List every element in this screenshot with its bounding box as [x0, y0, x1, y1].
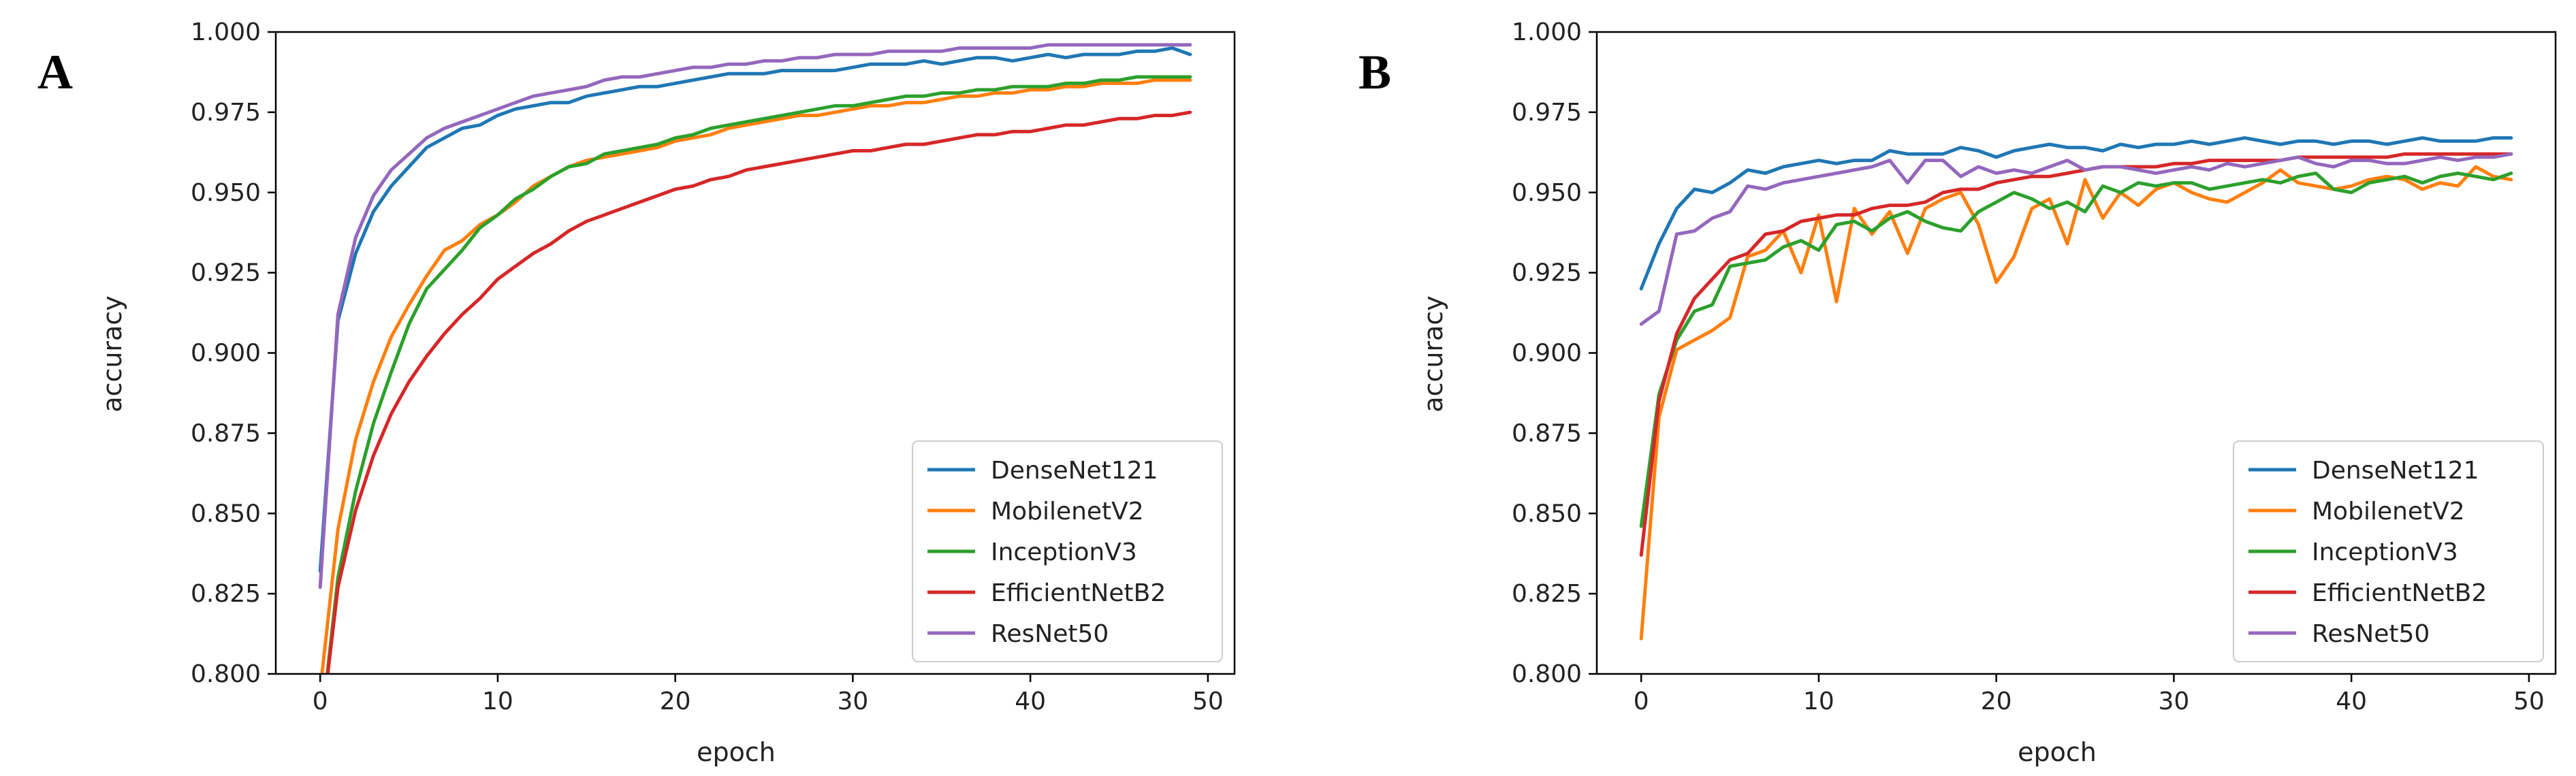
y-tick-label: 0.850: [191, 500, 261, 528]
y-tick-label: 1.000: [1512, 18, 1582, 46]
series-line-efficientnetb2: [1639, 152, 2513, 557]
x-tick-label: 0: [1634, 688, 1649, 715]
legend-entry: MobilenetV2: [991, 498, 1144, 526]
x-axis-title: epoch: [2018, 737, 2097, 767]
panel-letter-b: B: [1358, 45, 1391, 99]
x-tick-label: 10: [1803, 688, 1834, 715]
legend-box: [2233, 440, 2544, 662]
legend: DenseNet121 MobilenetV2 InceptionV3 Efficie…: [2233, 440, 2544, 662]
y-tick-label: 0.925: [191, 259, 261, 287]
y-tick-label: 1.000: [191, 18, 261, 46]
legend-entry: DenseNet121: [991, 457, 1158, 485]
y-tick-label: 0.825: [1512, 580, 1582, 608]
legend-entry: MobilenetV2: [2312, 498, 2465, 526]
y-tick-label: 0.875: [191, 419, 261, 447]
legend-entry: ResNet50: [2312, 620, 2430, 648]
legend-entry: EfficientNetB2: [991, 579, 1166, 607]
series-line-mobilenetv2: [320, 78, 1192, 674]
y-axis-title: accuracy: [97, 295, 127, 412]
series-line-mobilenetv2: [1639, 165, 2513, 641]
x-tick-label: 20: [660, 688, 691, 715]
chart-panel-b: B accuracy epoch 0.800 0.825 0.850 0.875 0.9…: [1358, 18, 2557, 767]
series-line-inceptionv3: [1639, 172, 2513, 528]
x-tick-label: 40: [1015, 688, 1046, 715]
plot-area: 0.800 0.825 0.850 0.875 0.900 0.925 0.950 0.975…: [191, 18, 1236, 715]
x-tick-label: 30: [2159, 688, 2190, 715]
panel-letter-a: A: [37, 45, 73, 99]
legend: DenseNet121 MobilenetV2 InceptionV3 Efficie…: [912, 440, 1223, 662]
legend-entry: InceptionV3: [2312, 538, 2458, 566]
series-line-inceptionv3: [325, 75, 1192, 674]
y-tick-label: 0.900: [1512, 340, 1582, 368]
y-tick-label: 0.800: [191, 660, 261, 688]
x-tick-label: 50: [1192, 688, 1224, 715]
y-tick-label: 0.850: [1512, 500, 1582, 528]
y-tick-label: 0.825: [191, 580, 261, 608]
y-tick-label: 0.925: [1512, 259, 1582, 287]
y-axis-title: accuracy: [1418, 295, 1448, 412]
y-tick-label: 0.900: [191, 340, 261, 368]
x-tick-label: 50: [2513, 688, 2545, 715]
y-tick-label: 0.875: [1512, 419, 1582, 447]
legend-box: [912, 440, 1223, 662]
y-tick-label: 0.800: [1512, 660, 1582, 688]
y-tick-label: 0.975: [1512, 99, 1582, 127]
chart-panel-a: A accuracy epoch 0.800 0.825 0.850 0.875 0.9…: [37, 18, 1236, 767]
series-line-densenet121: [1639, 136, 2513, 291]
x-tick-label: 0: [313, 688, 328, 715]
legend-entry: InceptionV3: [991, 538, 1137, 566]
y-tick-label: 0.950: [1512, 179, 1582, 207]
x-tick-label: 20: [1981, 688, 2012, 715]
y-tick-label: 0.950: [191, 179, 261, 207]
series-line-resnet50: [318, 43, 1192, 589]
x-tick-label: 30: [838, 688, 869, 715]
x-tick-label: 40: [2336, 688, 2367, 715]
series-lines: [1639, 136, 2513, 641]
series-line-resnet50: [1639, 152, 2513, 326]
legend-entry: DenseNet121: [2312, 457, 2479, 485]
plot-area: 0.800 0.825 0.850 0.875 0.900 0.925 0.950 0.975…: [1512, 18, 2557, 715]
x-axis-title: epoch: [697, 737, 776, 767]
x-tick-label: 10: [482, 688, 513, 715]
y-tick-label: 0.975: [191, 99, 261, 127]
series-line-efficientnetb2: [325, 110, 1192, 674]
series-line-densenet121: [318, 46, 1192, 573]
legend-entry: ResNet50: [991, 620, 1109, 648]
series-lines: [318, 43, 1192, 674]
legend-entry: EfficientNetB2: [2312, 579, 2487, 607]
